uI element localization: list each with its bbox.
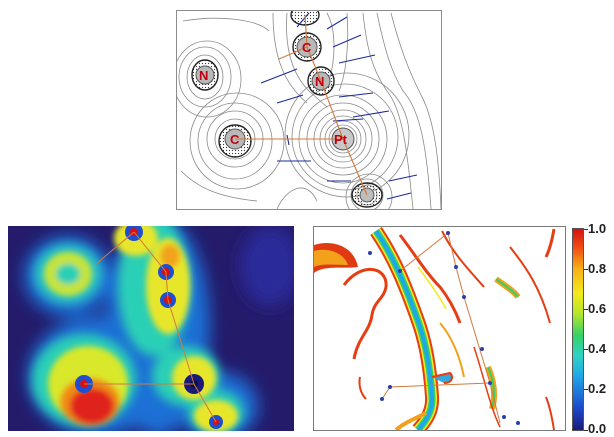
atom-label-c1: C	[230, 132, 240, 147]
heatmap-panel	[8, 226, 294, 431]
filled-contour-critical-points	[368, 231, 520, 425]
filled-contour-plot	[314, 227, 556, 430]
colorbar-tick-label: 0.4	[588, 341, 607, 356]
colorbar-tick-label: 1.0	[588, 221, 607, 236]
colorbar-tick-mark	[584, 269, 588, 270]
colorbar-tick-mark	[584, 349, 588, 350]
heatmap	[8, 226, 294, 431]
colorbar-tick-mark	[584, 389, 588, 390]
atom-label-c2: C	[302, 40, 312, 55]
contour-plot-panel: N C C N Pt	[176, 10, 442, 210]
color-scale-bar	[572, 228, 584, 431]
colorbar-tick-mark	[584, 430, 588, 431]
bond-paths	[235, 14, 368, 196]
atom-label-pt: Pt	[334, 132, 348, 147]
colorbar-tick-mark	[584, 309, 588, 310]
contour-plot: N C C N Pt	[177, 11, 441, 209]
colorbar-tick-mark	[584, 229, 588, 230]
colorbar-tick-label: 0.2	[588, 381, 607, 396]
atom-label-n1: N	[199, 68, 208, 83]
atom-label-n2: N	[315, 74, 324, 89]
colorbar-tick-label: 0.0	[588, 421, 607, 436]
colorbar-tick-label: 0.6	[588, 301, 607, 316]
zero-flux-lines	[260, 12, 418, 200]
filled-contour-panel	[313, 226, 566, 431]
atom-basins	[191, 11, 383, 208]
heatmap-bond-paths	[84, 231, 217, 423]
colorbar-tick-label: 0.8	[588, 261, 607, 276]
